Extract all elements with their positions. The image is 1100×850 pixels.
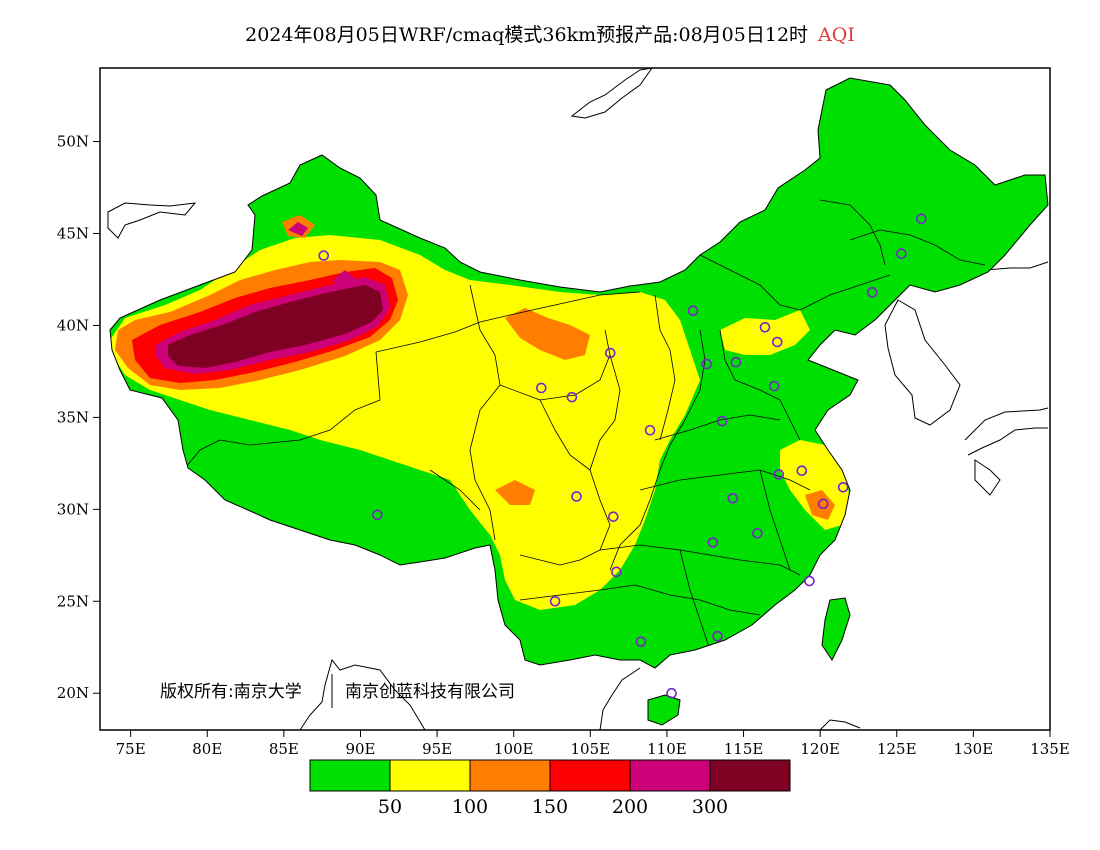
station-marker: [716, 415, 728, 427]
station-marker: [727, 492, 739, 504]
legend-swatch: [549, 759, 631, 792]
lon-tick-label: 125E: [877, 740, 917, 758]
copyright-left: 版权所有:南京大学: [160, 682, 302, 702]
station-marker: [837, 481, 849, 493]
legend-label: 300: [692, 796, 728, 818]
station-marker: [866, 287, 878, 298]
station-marker: [773, 469, 785, 480]
lon-tick-label: 80E: [192, 740, 222, 758]
lon-tick-label: 95E: [422, 740, 452, 758]
aqi-level-usg-sichuan: [495, 480, 535, 505]
legend-swatch: [309, 759, 391, 792]
station-marker: [687, 305, 699, 317]
station-marker: [915, 213, 927, 225]
lat-tick-label: 25N: [57, 592, 89, 610]
aqi-level-hazardous: [168, 285, 383, 368]
station-marker: [730, 356, 742, 368]
station-marker: [707, 537, 719, 548]
lat-tick-label: 40N: [57, 316, 89, 334]
legend-swatch: [469, 759, 551, 792]
station-marker: [566, 391, 578, 403]
station-marker: [571, 491, 582, 502]
station-marker: [372, 509, 383, 521]
aqi-level-very-unhealthy-spot-north: [288, 222, 308, 236]
station-marker: [535, 382, 547, 394]
aqi-level-usg-yangtze: [805, 490, 835, 520]
station-marker: [608, 511, 619, 522]
lon-tick-label: 85E: [269, 740, 299, 758]
latitude-axis: 20N 25N 30N 35N 40N 45N 50N: [57, 133, 100, 702]
lon-tick-label: 75E: [116, 740, 146, 758]
station-marker: [712, 630, 723, 642]
map-title: 2024年08月05日WRF/cmaq模式36km预报产品:08月05日12时 A…: [0, 20, 1100, 47]
lon-tick-label: 130E: [954, 740, 994, 758]
station-marker: [701, 358, 713, 370]
station-marker: [752, 527, 763, 539]
taiwan-island: [821, 597, 851, 661]
lon-tick-label: 115E: [724, 740, 764, 758]
legend-label: 200: [612, 796, 648, 818]
lat-tick-label: 30N: [57, 500, 89, 518]
station-marker: [666, 687, 677, 699]
lat-tick-label: 45N: [57, 225, 89, 243]
lat-tick-label: 20N: [57, 684, 89, 702]
lon-tick-label: 110E: [647, 740, 687, 758]
legend-swatch: [709, 759, 791, 792]
china-outline: [109, 77, 1049, 669]
legend-label: 50: [378, 796, 402, 818]
station-marker: [817, 498, 829, 510]
longitude-axis: 75E 80E 85E 90E 95E 100E 105E 110E 115E 120E 125E 1…: [116, 730, 1070, 758]
hainan-island: [647, 694, 681, 726]
station-marker: [549, 595, 561, 607]
legend-swatch: [389, 759, 471, 792]
title-main-text: 2024年08月05日WRF/cmaq模式36km预报产品:08月05日12时: [245, 24, 809, 46]
station-marker: [318, 250, 330, 261]
lon-tick-label: 105E: [571, 740, 611, 758]
station-marker: [604, 347, 616, 359]
station-marker: [771, 336, 783, 348]
neighbor-borders: [107, 68, 1049, 730]
aqi-level-very-unhealthy-spot: [333, 270, 355, 292]
province-borders: [184, 199, 986, 651]
lon-tick-label: 120E: [800, 740, 840, 758]
station-marker: [611, 566, 622, 578]
legend-swatch: [629, 759, 711, 792]
station-marker: [796, 465, 808, 477]
aqi-legend: 50 100 150 200 300: [309, 759, 791, 818]
lon-tick-label: 135E: [1030, 740, 1070, 758]
station-marker: [768, 380, 780, 392]
aqi-level-usg-gansu: [505, 308, 590, 360]
lat-tick-label: 35N: [57, 408, 89, 426]
station-marker: [635, 636, 647, 648]
station-marker: [759, 321, 771, 333]
legend-label: 100: [452, 796, 488, 818]
lat-tick-label: 50N: [57, 133, 89, 151]
station-marker: [644, 424, 656, 436]
station-marker: [804, 575, 815, 587]
title-aqi-tag: AQI: [818, 24, 855, 46]
lon-tick-label: 100E: [494, 740, 534, 758]
lon-tick-label: 90E: [345, 740, 375, 758]
monitoring-stations: [318, 213, 927, 699]
station-marker: [896, 248, 907, 260]
copyright-right: 南京创蓝科技有限公司: [345, 682, 515, 702]
legend-label: 150: [532, 796, 568, 818]
plot-frame: [99, 67, 1051, 731]
